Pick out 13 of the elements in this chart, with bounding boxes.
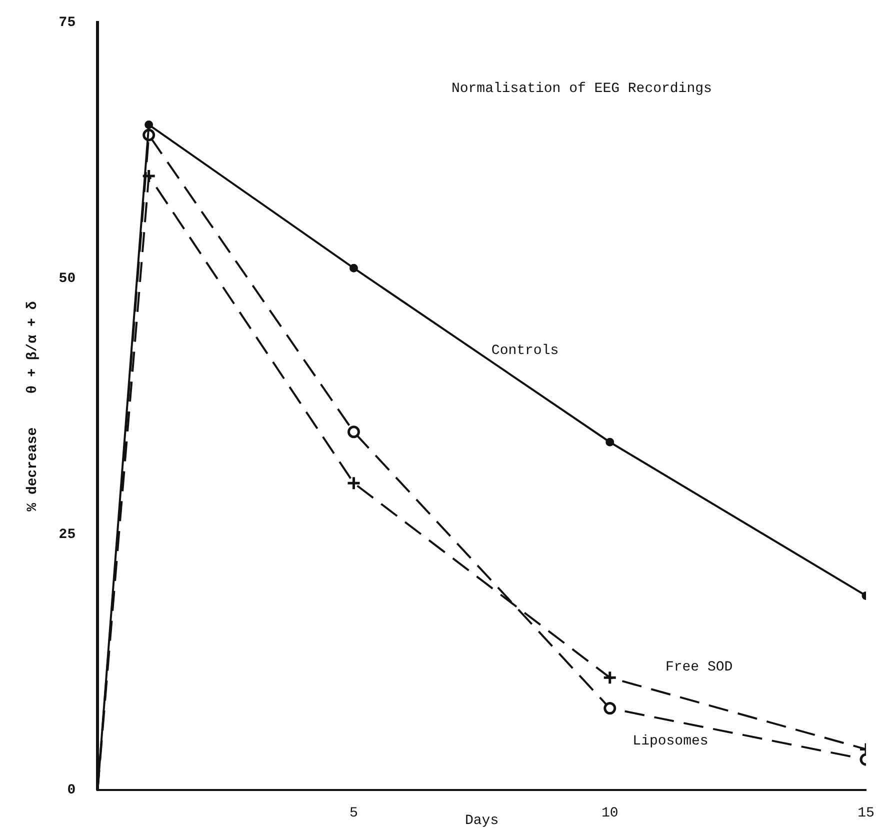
series-label: Controls <box>491 343 559 360</box>
y-tick-label: 75 <box>58 14 76 31</box>
x-axis-title: Days <box>464 812 499 829</box>
text: Normalisation of EEG Recordings <box>451 81 712 98</box>
y-tick-label: 0 <box>67 782 76 799</box>
x-tick-label: 10 <box>601 805 618 822</box>
series-label: Free SOD <box>665 659 733 676</box>
x-tick-label: 5 <box>350 805 358 822</box>
y-axis-title: % decrease θ + β/α + δ <box>24 301 41 512</box>
series-label: Liposomes <box>632 734 708 750</box>
y-tick-label: 25 <box>58 526 76 543</box>
y-tick-label: 50 <box>58 270 76 287</box>
x-tick-label: 15 <box>858 805 874 822</box>
